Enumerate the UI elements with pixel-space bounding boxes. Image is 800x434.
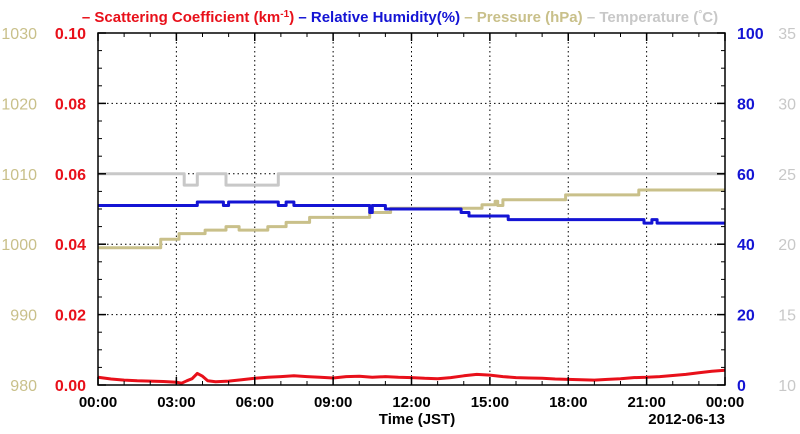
humidity-tick-label: 20 (737, 308, 755, 325)
humidity-series-line (98, 200, 725, 225)
legend-dash-temperature: – (583, 9, 600, 26)
temperature-tick-label: 10 (778, 378, 796, 395)
scattering-series-line (97, 368, 726, 385)
x-tick-label: 00:00 (706, 394, 744, 411)
temperature-tick-label: 25 (778, 167, 796, 184)
x-tick-label: 18:00 (549, 394, 587, 411)
pressure-tick-label: 990 (10, 308, 37, 325)
legend-sup-scattering: -1 (280, 9, 289, 20)
humidity-tick-label: 80 (737, 96, 755, 113)
scattering-tick-label: 0.06 (55, 167, 86, 184)
legend-sup-temperature: ° (698, 9, 702, 20)
pressure-series-line (98, 188, 725, 250)
temperature-tick-label: 20 (778, 237, 796, 254)
humidity-tick-label: 40 (737, 237, 755, 254)
pressure-tick-label: 980 (10, 378, 37, 395)
humidity-tick-label: 100 (737, 26, 764, 43)
humidity-tick-label: 0 (737, 378, 746, 395)
y-tick-labels: 98099010001010102010300.000.020.040.060.… (1, 26, 796, 395)
legend-close-temperature: C) (702, 9, 718, 26)
pressure-tick-label: 1000 (1, 237, 37, 254)
x-tick-label: 00:00 (79, 394, 117, 411)
x-tick-label: 03:00 (157, 394, 195, 411)
x-tick-label: 12:00 (392, 394, 430, 411)
x-tick-label: 15:00 (471, 394, 509, 411)
x-tick-label: 21:00 (627, 394, 665, 411)
legend-dash-pressure: – (460, 9, 477, 26)
humidity-tick-label: 60 (737, 167, 755, 184)
legend-entry-humidity: Relative Humidity(%) (311, 9, 460, 26)
legend-entry-scattering: Scattering Coefficient (km (94, 9, 280, 26)
pressure-tick-label: 1010 (1, 167, 37, 184)
x-tick-label: 09:00 (314, 394, 352, 411)
temperature-tick-label: 35 (778, 26, 796, 43)
legend-dash-humidity: – (294, 9, 311, 26)
legend-entry-temperature: Temperature ( (599, 9, 698, 26)
legend-close-scattering: ) (289, 9, 294, 26)
series-layer (97, 172, 726, 385)
scattering-tick-label: 0.02 (55, 308, 86, 325)
scattering-tick-label: 0.10 (55, 26, 86, 43)
pressure-tick-label: 1020 (1, 96, 37, 113)
date-label: 2012-06-13 (648, 411, 725, 428)
pressure-tick-label: 1030 (1, 26, 37, 43)
legend-dash-scattering: – (82, 9, 95, 26)
temperature-series-line (98, 172, 725, 187)
legend: – Scattering Coefficient (km-1) – Relati… (82, 9, 718, 27)
legend-text: – Scattering Coefficient (km-1) – Relati… (82, 9, 718, 27)
axis-ticks (97, 32, 726, 386)
x-tick-labels: 00:00 03:00 06:00 09:00 12:00 15:00 18:00 21:00… (79, 394, 744, 411)
legend-entry-pressure: Pressure (hPa) (477, 9, 583, 26)
scattering-tick-label: 0.04 (55, 237, 86, 254)
scattering-tick-label: 0.00 (55, 378, 86, 395)
temperature-tick-label: 15 (778, 308, 796, 325)
x-axis-label: Time (JST) (379, 411, 455, 428)
temperature-tick-label: 30 (778, 96, 796, 113)
x-tick-label: 06:00 (236, 394, 274, 411)
scattering-tick-label: 0.08 (55, 96, 86, 113)
